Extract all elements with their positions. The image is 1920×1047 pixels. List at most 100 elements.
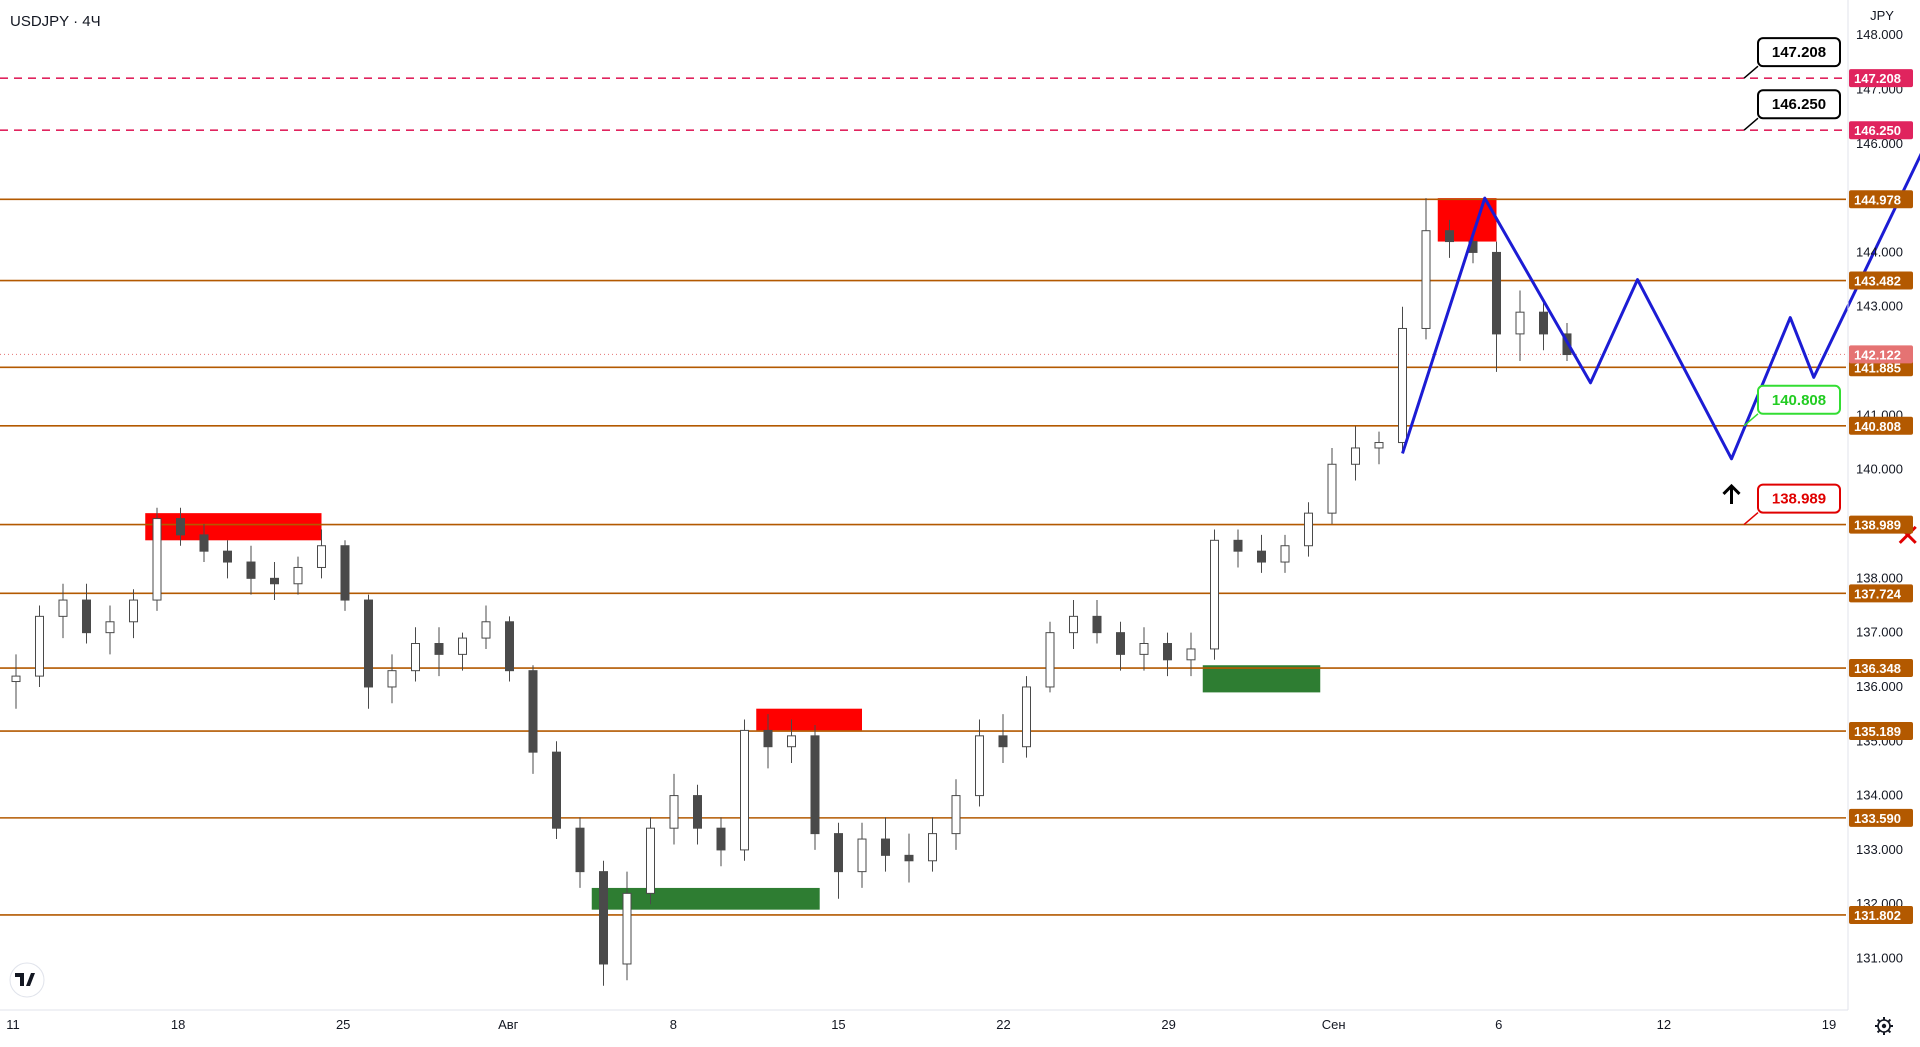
time-tick-label: 15	[831, 1017, 845, 1032]
candle-body	[36, 616, 44, 676]
candle-body	[459, 638, 467, 654]
candle-body	[600, 872, 608, 964]
candle-body	[1258, 551, 1266, 562]
price-tick-label: 148.000	[1856, 27, 1903, 42]
candle-body	[1140, 644, 1148, 655]
time-tick-label: 19	[1822, 1017, 1836, 1032]
level-price-tag: 136.348	[1854, 661, 1901, 676]
time-tick-label: 18	[171, 1017, 185, 1032]
candle-body	[529, 671, 537, 752]
candle-body	[811, 736, 819, 834]
callout-label: 147.208	[1772, 44, 1826, 61]
candle-body	[1352, 448, 1360, 464]
price-tick-label: 138.000	[1856, 570, 1903, 585]
candle-body	[717, 828, 725, 850]
tradingview-logo-icon[interactable]	[10, 963, 44, 997]
candle-body	[1399, 328, 1407, 442]
candle-body	[12, 676, 20, 681]
candle-body	[764, 730, 772, 746]
candle-body	[788, 736, 796, 747]
candle-body	[482, 622, 490, 638]
candle	[811, 725, 819, 850]
candle-body	[341, 546, 349, 600]
candle-body	[1187, 649, 1195, 660]
candle-body	[647, 828, 655, 893]
current-price-tag: 142.122	[1854, 347, 1901, 362]
candle	[1211, 529, 1219, 659]
candle-body	[435, 644, 443, 655]
supply-zone	[756, 709, 862, 731]
candle-body	[1493, 252, 1501, 333]
candle-body	[553, 752, 561, 828]
candle	[1046, 622, 1054, 693]
price-tick-label: 143.000	[1856, 299, 1903, 314]
candle-body	[1093, 616, 1101, 632]
callout-label: 140.808	[1772, 392, 1826, 409]
candle-body	[1046, 633, 1054, 687]
candle-body	[670, 796, 678, 829]
level-price-tag: 137.724	[1854, 586, 1902, 601]
candle-body	[1211, 540, 1219, 649]
settings-gear-icon[interactable]	[1875, 1017, 1893, 1035]
candle-body	[882, 839, 890, 855]
supply-zone	[145, 513, 321, 540]
time-tick-label: 8	[670, 1017, 677, 1032]
candle-body	[130, 600, 138, 622]
candle	[341, 540, 349, 611]
candle-body	[1516, 312, 1524, 334]
callout-label: 138.989	[1772, 491, 1826, 508]
time-tick-label: 11	[6, 1017, 20, 1032]
candle-body	[576, 828, 584, 871]
currency-label[interactable]: JPY	[1870, 8, 1894, 23]
candle-body	[412, 644, 420, 671]
candle-body	[224, 551, 232, 562]
candle	[153, 508, 161, 611]
demand-zone	[1203, 665, 1321, 692]
candle-body	[694, 796, 702, 829]
time-tick-label: 22	[996, 1017, 1010, 1032]
price-tick-label: 144.000	[1856, 244, 1903, 259]
candle-body	[106, 622, 114, 633]
candle-body	[153, 519, 161, 600]
candle-body	[1023, 687, 1031, 747]
price-tick-label: 131.000	[1856, 951, 1903, 966]
price-tick-label: 134.000	[1856, 788, 1903, 803]
candle-body	[1305, 513, 1313, 546]
candle-body	[999, 736, 1007, 747]
candle-body	[200, 535, 208, 551]
candle-body	[623, 893, 631, 964]
level-price-tag: 144.978	[1854, 192, 1901, 207]
candle-body	[318, 546, 326, 568]
candle-body	[365, 600, 373, 687]
chart-title[interactable]: USDJPY · 4Ч	[10, 13, 101, 30]
candle-body	[1234, 540, 1242, 551]
price-tick-label: 140.000	[1856, 462, 1903, 477]
candle	[553, 741, 561, 839]
level-price-tag: 143.482	[1854, 274, 1901, 289]
candle-body	[1070, 616, 1078, 632]
candle-body	[905, 855, 913, 860]
candle-body	[1446, 231, 1454, 242]
candle-body	[1422, 231, 1430, 329]
price-tick-label: 136.000	[1856, 679, 1903, 694]
candle-body	[506, 622, 514, 671]
candle-body	[247, 562, 255, 578]
candle-body	[177, 519, 185, 535]
level-price-tag: 135.189	[1854, 724, 1901, 739]
candle-body	[952, 796, 960, 834]
candle-body	[294, 567, 302, 583]
level-price-tag: 133.590	[1854, 811, 1901, 826]
time-tick-label: Сен	[1322, 1017, 1346, 1032]
candle-body	[271, 578, 279, 583]
time-tick-label: 29	[1161, 1017, 1175, 1032]
time-tick-label: 25	[336, 1017, 350, 1032]
candle-body	[1281, 546, 1289, 562]
candle-body	[741, 730, 749, 849]
level-price-tag: 131.802	[1854, 908, 1901, 923]
candle-body	[976, 736, 984, 796]
candle-body	[929, 834, 937, 861]
time-tick-label: Авг	[498, 1017, 519, 1032]
candle-body	[59, 600, 67, 616]
